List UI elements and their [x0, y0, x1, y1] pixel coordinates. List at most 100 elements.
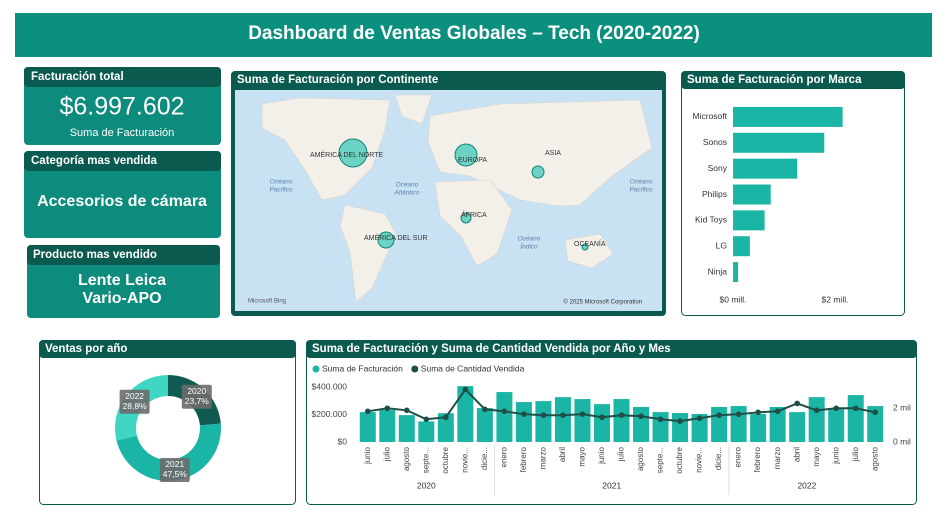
data-label-box	[119, 389, 150, 414]
bar	[733, 236, 750, 257]
x-group-label: 2022	[797, 480, 816, 490]
bar	[574, 399, 591, 442]
data-label-category: 2022	[125, 391, 144, 401]
bar	[733, 132, 825, 153]
line-marker	[813, 407, 820, 414]
x-tick-label: novie...	[460, 447, 469, 473]
bar	[733, 210, 765, 231]
card-value: Vario-APO	[82, 290, 161, 307]
ocean-labels: Océano Pacífico Océano Atlántico Océano …	[269, 179, 653, 251]
card-value: $6.997.602	[59, 93, 184, 121]
bar	[379, 410, 396, 442]
region-label: ÁFRICA	[461, 210, 487, 219]
y-tick-label: LG	[716, 240, 727, 250]
data-label-category: 2021	[165, 459, 184, 469]
x-tick-label: abril	[558, 447, 567, 462]
y-tick-label: Kid Toys	[695, 215, 727, 225]
bar	[828, 409, 845, 442]
bar	[750, 414, 767, 442]
bar	[769, 407, 786, 442]
bar	[359, 412, 376, 442]
line-marker	[794, 400, 800, 407]
line-marker	[696, 415, 703, 422]
line-marker	[540, 412, 547, 418]
donut-slice	[116, 423, 221, 482]
ocean-label: Océano	[396, 182, 419, 189]
data-label: 47,5%	[163, 469, 188, 479]
x-tick-label: octubre	[675, 446, 684, 473]
chart-title: Suma de Facturación por Marca	[687, 74, 862, 86]
legend-marker	[411, 365, 419, 373]
card-title: Producto mas vendido	[33, 249, 157, 261]
bar	[733, 106, 843, 127]
x-tick-label: julio	[851, 446, 860, 462]
ocean-label: Océano	[270, 179, 293, 186]
line-marker	[716, 412, 722, 418]
line-marker	[482, 406, 488, 413]
y-tick-label: Sony	[708, 163, 728, 173]
map-title: Suma de Facturación por Continente	[237, 74, 438, 86]
line-marker	[755, 409, 761, 416]
card-title: Categoría mas vendida	[31, 155, 158, 167]
x-tick-label: junio	[363, 446, 372, 464]
x-tick-label: enero	[734, 446, 743, 467]
y-tick-label: Philips	[702, 189, 727, 199]
x-tick-label: febrero	[753, 446, 762, 472]
region-label: AMÉRICA DEL SUR	[364, 233, 428, 242]
bar	[847, 395, 864, 442]
x-tick-label: mayo	[578, 446, 587, 466]
x-tick-label: $0 mill.	[720, 294, 747, 304]
panel-header	[681, 71, 905, 89]
y-tick-label: $0	[338, 436, 348, 446]
x-tick-label: junio	[597, 446, 606, 464]
ocean-label: Pacífico	[269, 187, 293, 194]
data-label-category: 2020	[187, 386, 206, 396]
line-marker	[657, 416, 664, 423]
line-marker	[403, 407, 410, 414]
x-tick-label: septe...	[656, 447, 665, 473]
line-marker	[462, 386, 469, 393]
data-label-box	[159, 457, 190, 482]
map-bubbles	[338, 138, 589, 251]
x-tick-label: marzo	[539, 446, 548, 469]
bar	[691, 414, 708, 442]
x-tick-label: agosto	[870, 446, 879, 471]
data-label: 23,7%	[185, 396, 210, 406]
y-tick-label: Sonos	[703, 137, 727, 147]
bar	[711, 407, 728, 442]
panel-header	[306, 340, 917, 358]
card	[24, 151, 221, 238]
bar	[672, 413, 689, 442]
region-label: ASIA	[545, 150, 561, 157]
map-bubble	[454, 143, 478, 167]
line-marker	[618, 412, 625, 418]
region-label: EUROPA	[458, 157, 487, 164]
line-marker	[599, 414, 605, 421]
map-bubble	[581, 243, 589, 251]
x-tick-label: febrero	[519, 446, 528, 472]
bar	[418, 421, 435, 442]
panel-header	[39, 340, 296, 358]
line-marker	[638, 413, 644, 420]
line-marker	[677, 418, 683, 424]
card-header	[27, 245, 220, 265]
map-bubble	[377, 231, 395, 249]
map-bubble	[460, 212, 472, 224]
card-value: Accesorios de cámara	[37, 193, 207, 210]
region-label: AMÉRICA DEL NORTE	[310, 150, 383, 159]
line-marker	[774, 408, 781, 415]
bar	[496, 392, 513, 442]
bar	[633, 407, 650, 442]
ocean-label: Océano	[518, 236, 541, 243]
line-marker	[872, 409, 879, 416]
page-title: Dashboard de Ventas Globales – Tech (202…	[248, 23, 700, 44]
bar	[593, 404, 610, 442]
x-tick-label: agosto	[402, 446, 411, 471]
chart-title: Ventas por año	[45, 343, 127, 355]
x-tick-label: enero	[499, 446, 508, 467]
x-tick-label: novie...	[695, 447, 704, 473]
y2-tick-label: 0 mil	[893, 436, 911, 446]
bar	[733, 158, 798, 179]
x-tick-label: marzo	[773, 446, 782, 469]
